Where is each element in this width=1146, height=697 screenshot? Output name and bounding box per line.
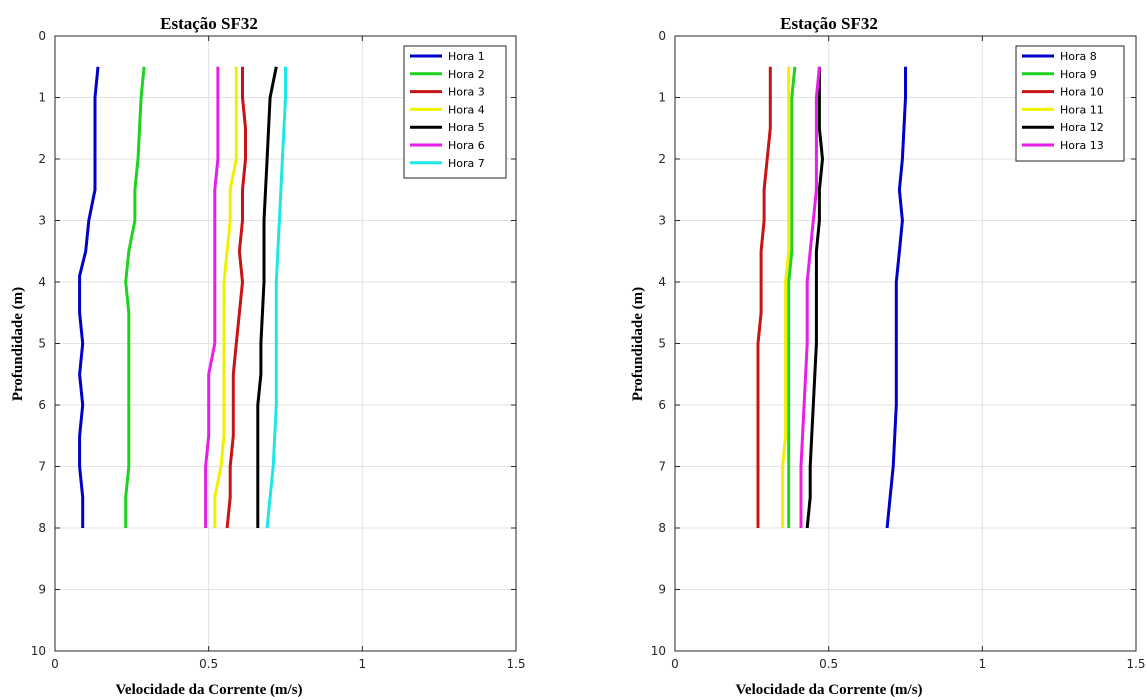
legend-box <box>1015 45 1125 162</box>
series-line-hora-9 <box>787 66 797 528</box>
legend-label: Hora 12 <box>1060 121 1104 134</box>
y-tick-label: 7 <box>658 460 666 474</box>
legend-label: Hora 4 <box>448 103 485 116</box>
series-line-hora-3 <box>225 66 247 529</box>
legend-label: Hora 8 <box>1060 50 1097 63</box>
x-tick-label: 1 <box>979 657 987 671</box>
chart-right: Estação SF32 Velocidade da Corrente (m/s… <box>630 14 1146 697</box>
axis-ticks: 0 0.5 1 1.5 0 1 2 3 4 5 6 7 8 9 10 <box>31 29 526 671</box>
x-axis-label: Velocidade da Corrente (m/s) <box>115 682 302 697</box>
y-tick-label: 6 <box>658 398 666 412</box>
series-lines <box>756 66 907 529</box>
y-tick-label: 1 <box>38 91 46 105</box>
y-tick-label: 8 <box>38 521 46 535</box>
legend-label: Hora 3 <box>448 86 485 99</box>
y-tick-label: 5 <box>658 337 666 351</box>
legend-label: Hora 11 <box>1060 103 1104 116</box>
x-tick-label: 0 <box>671 657 679 671</box>
series-line-hora-2 <box>124 66 146 528</box>
y-tick-label: 1 <box>658 91 666 105</box>
series-line-hora-11 <box>781 66 791 528</box>
y-tick-label: 2 <box>658 152 666 166</box>
legend-label: Hora 9 <box>1060 68 1097 81</box>
y-tick-label: 7 <box>38 460 46 474</box>
series-line-hora-12 <box>805 66 824 529</box>
axis-ticks: 0 0.5 1 1.5 0 1 2 3 4 5 6 7 8 9 10 <box>651 29 1146 671</box>
y-axis-label: Profundidade (m) <box>630 287 646 401</box>
legend-label: Hora 1 <box>448 50 485 63</box>
x-tick-label: 0.5 <box>199 657 218 671</box>
legend-label: Hora 10 <box>1060 86 1104 99</box>
y-tick-label: 9 <box>38 583 46 597</box>
x-tick-label: 1.5 <box>1126 657 1145 671</box>
y-tick-label: 8 <box>658 521 666 535</box>
legend: Hora 8 Hora 9 Hora 10 Hora 11 Hora 12 Hora 13 <box>1015 45 1125 162</box>
y-tick-label: 3 <box>38 214 46 228</box>
series-line-hora-13 <box>799 66 821 528</box>
series-lines <box>78 66 287 529</box>
x-tick-label: 0 <box>51 657 59 671</box>
legend-label: Hora 5 <box>448 121 485 134</box>
y-tick-label: 9 <box>658 583 666 597</box>
series-line-hora-6 <box>204 66 220 528</box>
y-axis-label: Profundidade (m) <box>10 287 26 401</box>
legend-label: Hora 6 <box>448 139 485 152</box>
series-line-hora-5 <box>256 66 278 528</box>
y-tick-label: 5 <box>38 337 46 351</box>
y-tick-label: 0 <box>658 29 666 43</box>
y-tick-label: 6 <box>38 398 46 412</box>
chart-title: Estação SF32 <box>780 14 878 33</box>
y-tick-label: 2 <box>38 152 46 166</box>
series-line-hora-10 <box>756 66 772 528</box>
chart-title: Estação SF32 <box>160 14 258 33</box>
legend-box <box>403 45 507 179</box>
y-tick-label: 0 <box>38 29 46 43</box>
y-tick-label: 3 <box>658 214 666 228</box>
x-axis-label: Velocidade da Corrente (m/s) <box>735 682 922 697</box>
legend: Hora 1 Hora 2 Hora 3 Hora 4 Hora 5 Hora 6 Hora… <box>403 45 507 179</box>
legend-label: Hora 7 <box>448 157 485 170</box>
series-line-hora-1 <box>78 66 100 528</box>
x-tick-label: 1 <box>359 657 367 671</box>
y-tick-label: 10 <box>31 644 46 658</box>
series-line-hora-8 <box>885 66 907 529</box>
legend-label: Hora 2 <box>448 68 485 81</box>
chart-left: Estação SF32 Velocidade da Corrente (m/s… <box>10 14 526 697</box>
x-tick-label: 1.5 <box>506 657 525 671</box>
y-tick-label: 10 <box>651 644 666 658</box>
y-tick-label: 4 <box>38 275 46 289</box>
x-tick-label: 0.5 <box>819 657 838 671</box>
series-line-hora-7 <box>265 66 287 529</box>
legend-label: Hora 13 <box>1060 139 1104 152</box>
series-line-hora-4 <box>213 66 238 528</box>
y-tick-label: 4 <box>658 275 666 289</box>
